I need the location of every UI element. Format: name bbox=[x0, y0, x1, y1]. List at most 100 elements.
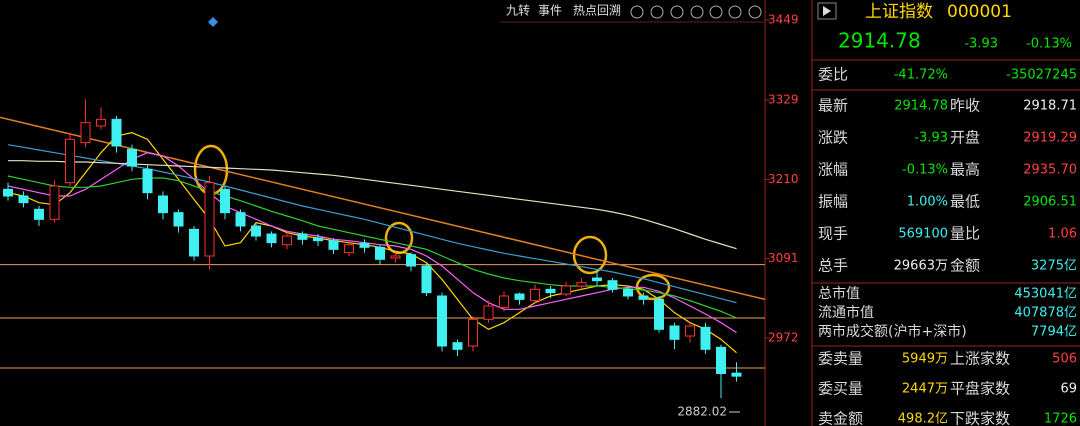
y-tick-label: 2972 bbox=[768, 331, 799, 345]
value: 453041亿 bbox=[1014, 287, 1077, 302]
label: 最新 bbox=[818, 97, 848, 115]
label: 涨跌 bbox=[818, 129, 848, 147]
annotation-circle bbox=[384, 221, 414, 255]
y-tick-label: 3449 bbox=[768, 13, 799, 27]
value: 7794亿 bbox=[1031, 325, 1077, 340]
candle-body bbox=[576, 282, 587, 287]
value: 2919.29 bbox=[1023, 131, 1077, 146]
label: 最低 bbox=[950, 193, 980, 211]
candle-body bbox=[220, 188, 230, 214]
moving-average bbox=[7, 132, 737, 354]
candle-body bbox=[545, 288, 556, 294]
candle-body bbox=[437, 295, 447, 347]
value: 2906.51 bbox=[1023, 195, 1077, 210]
change: -3.93 bbox=[964, 37, 998, 52]
value: 69 bbox=[1060, 382, 1077, 397]
candle-body bbox=[499, 295, 509, 308]
y-tick-label: 3210 bbox=[768, 172, 799, 186]
icon[interactable] bbox=[728, 5, 742, 19]
value: 2914.78 bbox=[894, 99, 948, 114]
label: 上涨家数 bbox=[950, 350, 1010, 368]
icon[interactable] bbox=[748, 5, 762, 19]
candle-body bbox=[607, 280, 618, 290]
value: 2447万 bbox=[902, 382, 948, 397]
value: -41.72% bbox=[894, 68, 948, 83]
label: 平盘家数 bbox=[950, 380, 1010, 398]
candle-body bbox=[142, 168, 153, 194]
moving-average bbox=[7, 175, 737, 319]
icon[interactable] bbox=[709, 5, 723, 19]
value: 2935.70 bbox=[1023, 163, 1077, 178]
index-name: 上证指数 bbox=[865, 2, 933, 22]
candle-body bbox=[421, 265, 432, 294]
annotations bbox=[193, 144, 671, 301]
candle-body bbox=[96, 118, 106, 127]
expand-button[interactable] bbox=[817, 2, 837, 20]
toolbar-button[interactable]: 九转 bbox=[506, 3, 530, 18]
event-marker[interactable] bbox=[208, 17, 218, 27]
candle-body bbox=[111, 118, 122, 147]
value: 3275亿 bbox=[1031, 259, 1077, 274]
candle-body bbox=[530, 288, 540, 302]
annotation-circle bbox=[572, 235, 608, 275]
label: 最高 bbox=[950, 161, 980, 179]
candle-body bbox=[344, 244, 354, 254]
label: 金额 bbox=[950, 257, 980, 275]
candle-body bbox=[561, 285, 571, 295]
icon[interactable] bbox=[630, 5, 644, 19]
candle-body bbox=[514, 293, 525, 300]
change-pct: -0.13% bbox=[1026, 37, 1072, 52]
toolbar-button[interactable]: 事件 bbox=[538, 4, 562, 18]
value: 5949万 bbox=[902, 352, 948, 367]
candle-body bbox=[716, 346, 726, 375]
value: -0.13% bbox=[902, 163, 948, 178]
candle-body bbox=[266, 233, 277, 244]
label: 委买量 bbox=[818, 380, 863, 398]
label: 委卖量 bbox=[818, 350, 863, 368]
candle-body bbox=[623, 288, 633, 297]
label: 现手 bbox=[818, 225, 848, 243]
candle-body bbox=[731, 372, 742, 377]
value: 2918.71 bbox=[1023, 99, 1077, 114]
candle-body bbox=[158, 195, 168, 214]
y-tick-label: 3091 bbox=[768, 251, 799, 265]
candle-body bbox=[452, 342, 463, 350]
candle-body bbox=[313, 237, 323, 242]
candle-body bbox=[173, 212, 184, 227]
candle-body bbox=[638, 295, 649, 300]
y-tick-label: 3329 bbox=[768, 93, 799, 107]
candle-body bbox=[592, 277, 602, 282]
candle-body bbox=[49, 185, 60, 220]
candle-body bbox=[297, 233, 308, 240]
candle-body bbox=[204, 182, 215, 257]
toolbar-button[interactable]: 热点回溯 bbox=[573, 3, 621, 18]
label: 总市值 bbox=[818, 285, 860, 302]
trend-line bbox=[0, 116, 766, 301]
candle-body bbox=[34, 208, 44, 220]
expand-icon bbox=[823, 6, 831, 16]
candle-body bbox=[282, 235, 292, 246]
icon[interactable] bbox=[690, 5, 704, 19]
icon[interactable] bbox=[670, 5, 684, 19]
label: 总手 bbox=[818, 257, 848, 275]
toolbar-icons bbox=[630, 5, 762, 19]
candle-body bbox=[235, 212, 246, 227]
label: 卖金额 bbox=[818, 410, 863, 426]
label: 下跌家数 bbox=[950, 410, 1010, 426]
label: 涨幅 bbox=[818, 161, 848, 179]
candle-body bbox=[483, 305, 494, 320]
value: 407878亿 bbox=[1014, 306, 1077, 321]
icon[interactable] bbox=[650, 5, 664, 19]
label: 振幅 bbox=[818, 193, 848, 211]
candle-body bbox=[328, 240, 339, 250]
value: 1726 bbox=[1044, 412, 1077, 426]
price: 2914.78 bbox=[838, 29, 921, 53]
candle-body bbox=[18, 195, 29, 204]
candle-body bbox=[251, 225, 261, 237]
candle-body bbox=[375, 246, 385, 260]
moving-average bbox=[7, 152, 737, 334]
candle-body bbox=[80, 122, 91, 144]
label: 量比 bbox=[950, 225, 980, 243]
